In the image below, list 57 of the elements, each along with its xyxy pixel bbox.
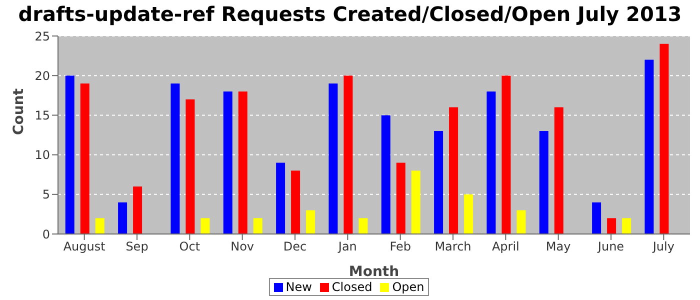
x-tick-label: Jan — [337, 240, 357, 254]
x-tick-label: Oct — [179, 240, 200, 254]
bar — [516, 210, 526, 234]
bar — [592, 202, 602, 234]
bar — [502, 76, 511, 234]
bar — [607, 218, 616, 234]
bar — [306, 210, 316, 234]
bar — [118, 202, 128, 234]
x-tick-label: June — [596, 240, 624, 254]
bar — [80, 84, 90, 234]
y-tick-label: 20 — [34, 68, 50, 83]
bar — [95, 218, 104, 234]
bar — [344, 76, 353, 234]
bar — [554, 107, 564, 234]
bar — [464, 194, 474, 234]
chart-title: drafts-update-ref Requests Created/Closed/Open July 2013 — [17, 1, 683, 28]
y-tick-label: 5 — [42, 188, 50, 202]
y-tick-label: 15 — [34, 108, 50, 122]
bar — [170, 84, 180, 234]
x-tick-label: March — [434, 240, 472, 254]
x-tick-label: Dec — [283, 240, 307, 254]
bar — [381, 115, 390, 234]
bar — [622, 218, 632, 234]
bar — [276, 162, 286, 234]
bar — [660, 44, 669, 234]
bar — [644, 60, 654, 234]
bar — [65, 76, 74, 234]
bar — [223, 91, 232, 234]
bar — [358, 218, 368, 234]
bar — [253, 218, 262, 234]
bar — [449, 107, 458, 234]
y-tick-label: 0 — [42, 227, 50, 242]
bar — [411, 170, 420, 234]
x-axis-title: Month — [348, 264, 400, 280]
bar — [328, 84, 338, 234]
legend-label: New — [284, 280, 312, 294]
bar — [133, 186, 142, 234]
bar — [539, 131, 548, 234]
x-tick-label: Feb — [390, 240, 411, 254]
y-axis-title: Count — [10, 88, 27, 135]
bar — [238, 91, 248, 234]
y-tick-label: 25 — [34, 29, 50, 44]
bar — [291, 170, 300, 234]
bar — [434, 131, 444, 234]
x-tick-label: May — [546, 240, 571, 254]
x-tick-label: July — [652, 240, 674, 254]
legend-label: Closed — [330, 280, 372, 294]
x-tick-label: April — [492, 240, 520, 254]
bar — [486, 91, 496, 234]
bar — [186, 99, 195, 234]
x-tick-label: August — [63, 240, 106, 254]
bar — [396, 162, 406, 234]
legend-label: Open — [391, 280, 424, 294]
bar — [200, 218, 210, 234]
x-tick-label: Nov — [230, 240, 254, 254]
x-tick-label: Sep — [126, 240, 148, 254]
y-tick-label: 10 — [34, 148, 50, 162]
